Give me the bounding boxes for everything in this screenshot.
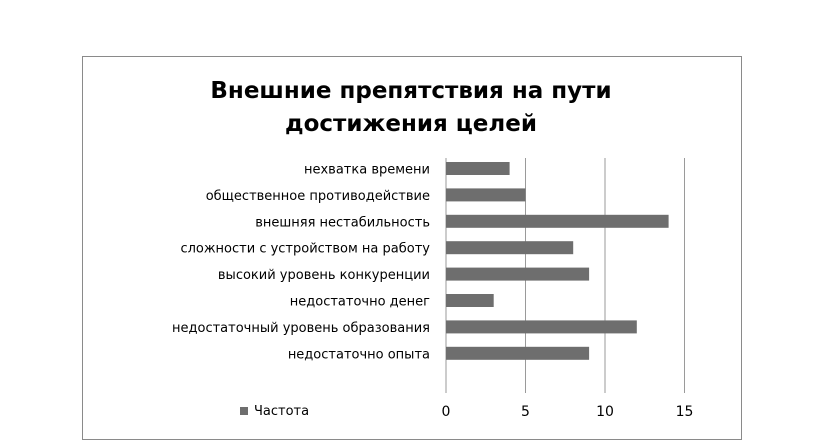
bar-4 <box>446 267 590 281</box>
category-label-6: недостаточный уровень образования <box>172 321 430 336</box>
bar-5 <box>446 294 494 307</box>
x-tick-label-10: 10 <box>596 404 614 420</box>
category-label-7: недостаточно опыта <box>288 347 430 362</box>
category-labels: нехватка времени общественное противодейс… <box>172 163 430 363</box>
x-tick-label-5: 5 <box>521 404 530 420</box>
x-tick-label-0: 0 <box>442 404 451 420</box>
chart-title-line-1: Внешние препятствия на пути <box>210 78 611 104</box>
x-tick-label-15: 15 <box>676 404 694 420</box>
category-label-5: недостаточно денег <box>290 295 430 310</box>
category-label-1: общественное противодействие <box>206 189 430 204</box>
bar-0 <box>446 162 510 175</box>
x-axis-ticks: 0 5 10 15 <box>442 404 694 420</box>
category-label-0: нехватка времени <box>304 163 430 178</box>
bars <box>446 162 669 360</box>
category-label-2: внешняя нестабильность <box>255 215 430 230</box>
category-label-3: сложности с устройством на работу <box>180 242 430 257</box>
category-label-4: высокий уровень конкуренции <box>218 268 430 283</box>
bar-1 <box>446 188 526 202</box>
bar-6 <box>446 320 637 334</box>
bar-7 <box>446 346 590 360</box>
bar-chart: Внешние препятствия на пути достижения ц… <box>172 78 694 420</box>
legend-swatch <box>240 407 248 415</box>
bar-2 <box>446 214 669 228</box>
legend-label: Частота <box>254 404 309 419</box>
legend: Частота <box>240 404 309 419</box>
bar-3 <box>446 241 574 255</box>
chart-frame: Внешние препятствия на пути достижения ц… <box>82 56 742 440</box>
chart-title-line-2: достижения целей <box>285 111 537 137</box>
